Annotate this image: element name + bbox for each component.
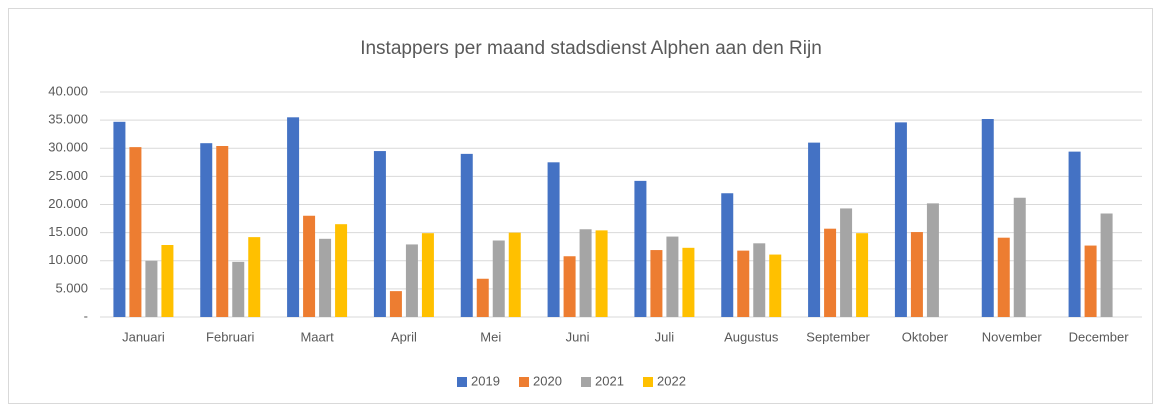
legend-label: 2022 — [657, 373, 686, 388]
bar — [981, 119, 994, 317]
x-tick-label: Augustus — [724, 329, 779, 344]
bar — [1068, 151, 1081, 317]
x-tick-label: Maart — [300, 329, 334, 344]
bar — [145, 260, 158, 317]
bar — [460, 153, 473, 317]
y-tick-label: 5.000 — [55, 280, 88, 295]
bar — [808, 142, 821, 317]
chart-border — [8, 8, 1153, 404]
legend-label: 2019 — [471, 373, 500, 388]
bar — [666, 236, 679, 317]
x-tick-label: Februari — [206, 329, 255, 344]
bar — [856, 233, 869, 317]
bar — [1013, 197, 1026, 317]
bar — [997, 237, 1010, 317]
y-tick-label: 30.000 — [48, 140, 88, 155]
bar — [405, 244, 418, 317]
bar — [634, 180, 647, 317]
y-tick-label: 25.000 — [48, 168, 88, 183]
y-tick-label: 20.000 — [48, 196, 88, 211]
bar — [389, 291, 402, 317]
chart-title: Instappers per maand stadsdienst Alphen … — [360, 38, 822, 59]
bar — [492, 240, 505, 317]
x-tick-label: Juni — [566, 329, 590, 344]
bar — [824, 228, 837, 317]
x-tick-label: Oktober — [902, 329, 949, 344]
bar — [508, 232, 521, 317]
legend-swatch — [457, 377, 467, 387]
y-tick-label: 15.000 — [48, 224, 88, 239]
x-tick-label: December — [1069, 329, 1130, 344]
bar — [232, 261, 245, 317]
legend-label: 2021 — [595, 373, 624, 388]
legend-swatch — [581, 377, 591, 387]
x-tick-label: Januari — [122, 329, 165, 344]
bar — [595, 230, 608, 317]
bar — [303, 215, 316, 317]
y-tick-label: 40.000 — [48, 83, 88, 98]
legend-swatch — [519, 377, 529, 387]
legend-swatch — [643, 377, 653, 387]
bar — [910, 232, 923, 317]
bar — [563, 256, 576, 317]
bar — [248, 237, 261, 317]
bar — [476, 278, 489, 317]
bar — [200, 143, 213, 317]
x-tick-label: Juli — [655, 329, 675, 344]
x-tick-label: April — [391, 329, 417, 344]
y-tick-label: - — [84, 308, 88, 323]
bar — [161, 245, 174, 317]
bar — [319, 238, 332, 317]
bar — [753, 243, 766, 317]
bar — [926, 203, 939, 317]
bar — [129, 147, 142, 317]
bar — [894, 122, 907, 317]
bar — [650, 250, 663, 317]
bar — [721, 193, 734, 317]
x-tick-label: November — [982, 329, 1043, 344]
bar — [547, 162, 560, 317]
bar — [579, 229, 592, 317]
y-tick-label: 35.000 — [48, 112, 88, 127]
bar — [335, 224, 348, 317]
bar — [737, 250, 750, 317]
bar — [113, 121, 126, 317]
bar — [682, 247, 695, 317]
bar — [1084, 245, 1097, 317]
bar — [1100, 213, 1113, 317]
bar — [216, 146, 229, 317]
legend-label: 2020 — [533, 373, 562, 388]
x-tick-label: September — [806, 329, 870, 344]
bar — [769, 254, 782, 317]
y-tick-label: 10.000 — [48, 252, 88, 267]
bar — [373, 151, 386, 317]
bar — [840, 208, 853, 317]
bar — [287, 117, 300, 317]
x-tick-label: Mei — [480, 329, 501, 344]
bar — [421, 233, 434, 317]
